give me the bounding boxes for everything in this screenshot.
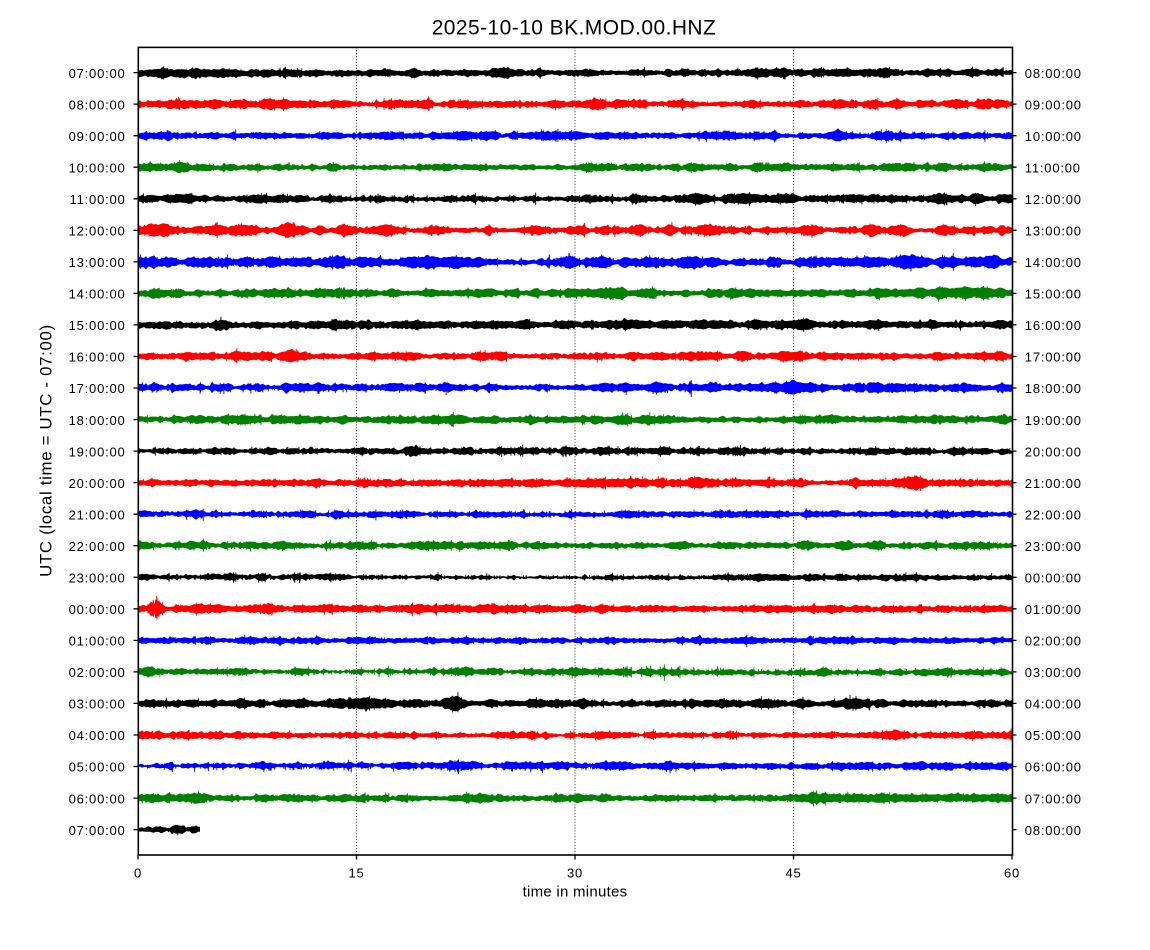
svg-text:17:00:00: 17:00:00	[69, 381, 126, 396]
svg-text:08:00:00: 08:00:00	[1025, 823, 1082, 838]
svg-text:00:00:00: 00:00:00	[1025, 571, 1082, 586]
svg-text:0: 0	[134, 865, 142, 880]
svg-text:2025-10-10 BK.MOD.00.HNZ: 2025-10-10 BK.MOD.00.HNZ	[432, 17, 717, 40]
svg-text:02:00:00: 02:00:00	[1025, 634, 1082, 649]
svg-text:11:00:00: 11:00:00	[70, 192, 126, 207]
svg-text:09:00:00: 09:00:00	[1025, 97, 1082, 112]
svg-text:UTC (local time = UTC - 07:00): UTC (local time = UTC - 07:00)	[36, 324, 55, 577]
svg-text:18:00:00: 18:00:00	[69, 413, 126, 428]
svg-text:21:00:00: 21:00:00	[69, 507, 126, 522]
svg-text:30: 30	[567, 865, 583, 880]
svg-text:12:00:00: 12:00:00	[69, 224, 126, 239]
svg-text:07:00:00: 07:00:00	[69, 823, 126, 838]
svg-text:07:00:00: 07:00:00	[69, 66, 126, 81]
svg-text:60: 60	[1004, 865, 1020, 880]
svg-text:11:00:00: 11:00:00	[1025, 160, 1081, 175]
svg-text:23:00:00: 23:00:00	[1025, 539, 1082, 554]
svg-text:18:00:00: 18:00:00	[1025, 381, 1082, 396]
svg-text:06:00:00: 06:00:00	[1025, 760, 1082, 775]
svg-text:03:00:00: 03:00:00	[69, 697, 126, 712]
svg-text:07:00:00: 07:00:00	[1025, 791, 1082, 806]
svg-text:04:00:00: 04:00:00	[1025, 697, 1082, 712]
svg-text:12:00:00: 12:00:00	[1025, 192, 1082, 207]
svg-text:19:00:00: 19:00:00	[1025, 413, 1082, 428]
svg-text:time in minutes: time in minutes	[523, 884, 628, 901]
svg-text:15:00:00: 15:00:00	[69, 318, 126, 333]
svg-text:13:00:00: 13:00:00	[69, 255, 126, 270]
svg-text:14:00:00: 14:00:00	[1025, 255, 1082, 270]
svg-text:20:00:00: 20:00:00	[69, 476, 126, 491]
svg-text:00:00:00: 00:00:00	[69, 602, 126, 617]
svg-text:21:00:00: 21:00:00	[1025, 476, 1082, 491]
svg-text:22:00:00: 22:00:00	[1025, 507, 1082, 522]
svg-text:04:00:00: 04:00:00	[69, 728, 126, 743]
svg-text:10:00:00: 10:00:00	[1025, 129, 1082, 144]
svg-text:05:00:00: 05:00:00	[69, 760, 126, 775]
svg-text:16:00:00: 16:00:00	[69, 350, 126, 365]
svg-text:19:00:00: 19:00:00	[69, 444, 126, 459]
svg-text:05:00:00: 05:00:00	[1025, 728, 1082, 743]
svg-text:06:00:00: 06:00:00	[69, 791, 126, 806]
svg-text:13:00:00: 13:00:00	[1025, 224, 1082, 239]
svg-text:17:00:00: 17:00:00	[1025, 350, 1082, 365]
svg-text:14:00:00: 14:00:00	[69, 287, 126, 302]
svg-text:10:00:00: 10:00:00	[69, 160, 126, 175]
svg-text:45: 45	[785, 865, 801, 880]
svg-text:15:00:00: 15:00:00	[1025, 287, 1082, 302]
svg-text:23:00:00: 23:00:00	[69, 571, 126, 586]
svg-text:15: 15	[348, 865, 364, 880]
svg-text:22:00:00: 22:00:00	[69, 539, 126, 554]
svg-text:08:00:00: 08:00:00	[1025, 66, 1082, 81]
svg-text:16:00:00: 16:00:00	[1025, 318, 1082, 333]
svg-text:01:00:00: 01:00:00	[1025, 602, 1082, 617]
svg-text:02:00:00: 02:00:00	[69, 665, 126, 680]
svg-text:09:00:00: 09:00:00	[69, 129, 126, 144]
svg-text:08:00:00: 08:00:00	[69, 97, 126, 112]
svg-text:03:00:00: 03:00:00	[1025, 665, 1082, 680]
svg-text:01:00:00: 01:00:00	[69, 634, 126, 649]
svg-text:20:00:00: 20:00:00	[1025, 444, 1082, 459]
